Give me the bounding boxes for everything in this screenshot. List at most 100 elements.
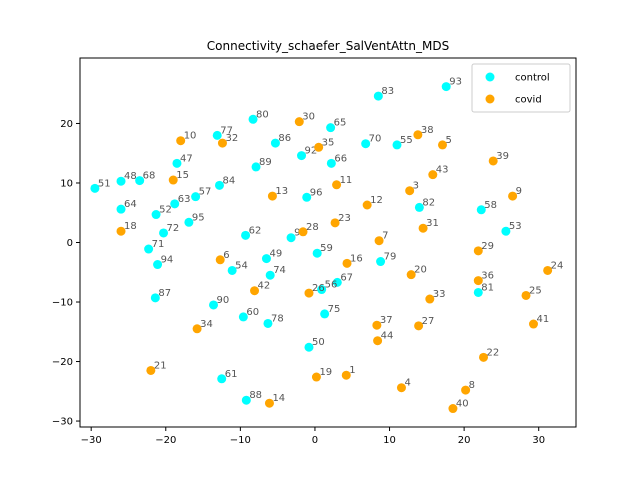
y-axis: −30 −20 −10 0 10 20	[52, 119, 80, 428]
data-point-label: 55	[400, 135, 413, 146]
data-point-control	[501, 226, 511, 236]
data-point-covid	[413, 130, 423, 140]
legend-label-control: control	[515, 73, 550, 84]
legend-marker-control	[485, 72, 495, 82]
data-point-label: 37	[380, 315, 393, 326]
data-point-control	[151, 210, 161, 220]
data-point-covid	[176, 136, 186, 146]
data-point-covid	[342, 258, 352, 268]
data-point-control	[116, 176, 126, 186]
data-point-covid	[330, 218, 340, 228]
data-point-covid	[488, 156, 498, 166]
data-point-covid	[448, 404, 458, 414]
data-point-label: 8	[469, 380, 475, 391]
data-point-covid	[217, 138, 227, 148]
data-point-covid	[215, 255, 225, 265]
data-point-label: 88	[249, 390, 262, 401]
data-point-label: 6	[223, 250, 229, 261]
data-point-label: 22	[487, 347, 500, 358]
data-point-covid	[314, 142, 324, 152]
data-point-control	[332, 277, 342, 287]
data-point-label: 60	[246, 307, 259, 318]
data-point-control	[184, 217, 194, 227]
data-point-label: 90	[217, 295, 230, 306]
data-point-label: 38	[421, 125, 434, 136]
legend: control covid	[471, 63, 571, 113]
data-point-label: 33	[433, 289, 446, 300]
data-point-covid	[414, 321, 424, 331]
data-point-control	[172, 158, 182, 168]
data-point-control	[317, 285, 327, 295]
data-point-covid	[168, 175, 178, 185]
data-point-control	[159, 228, 169, 238]
data-point-label: 63	[178, 194, 191, 205]
data-point-control	[297, 151, 307, 161]
data-point-covid	[146, 365, 156, 375]
data-point-label: 31	[426, 218, 439, 229]
data-point-covid	[543, 265, 553, 275]
data-point-label: 81	[481, 282, 494, 293]
data-point-label: 41	[536, 314, 549, 325]
data-point-control	[261, 254, 271, 264]
data-point-covid	[508, 191, 518, 201]
data-point-label: 3	[413, 181, 419, 192]
data-point-label: 5	[445, 135, 451, 146]
data-point-label: 40	[456, 399, 469, 410]
data-point-control	[241, 230, 251, 240]
data-point-covid	[311, 372, 321, 382]
x-tick-label: 30	[532, 435, 545, 446]
data-point-control	[90, 183, 100, 193]
data-point-label: 94	[161, 255, 174, 266]
data-point-label: 64	[124, 199, 137, 210]
data-point-label: 35	[322, 137, 335, 148]
data-point-control	[214, 180, 224, 190]
data-point-label: 58	[484, 200, 497, 211]
data-point-control	[392, 140, 402, 150]
data-point-control	[116, 204, 126, 214]
data-point-control	[304, 342, 314, 352]
data-point-control	[373, 91, 383, 101]
data-point-covid	[396, 383, 406, 393]
data-point-covid	[428, 170, 438, 180]
data-point-label: 4	[404, 378, 410, 389]
data-point-control	[135, 176, 145, 186]
data-point-control	[153, 260, 163, 270]
data-point-label: 53	[509, 221, 522, 232]
data-point-label: 14	[272, 393, 285, 404]
data-point-covid	[267, 191, 277, 201]
data-point-covid	[473, 276, 483, 286]
data-point-label: 28	[306, 222, 319, 233]
data-point-covid	[250, 286, 260, 296]
x-axis: −30 −20 −10 0 10 20 30	[81, 427, 545, 446]
data-point-control	[212, 130, 222, 140]
data-point-label: 16	[350, 253, 363, 264]
data-point-covid	[461, 385, 471, 395]
data-point-label: 51	[98, 178, 111, 189]
data-point-label: 65	[334, 118, 347, 129]
data-point-control	[144, 244, 154, 254]
data-point-control	[326, 158, 336, 168]
data-point-covid	[418, 223, 428, 233]
legend-frame	[471, 63, 571, 113]
data-point-label: 13	[275, 186, 288, 197]
data-point-label: 15	[176, 170, 189, 181]
data-point-label: 87	[158, 288, 171, 299]
data-point-label: 82	[422, 197, 435, 208]
data-point-label: 67	[340, 272, 353, 283]
data-point-control	[270, 138, 280, 148]
data-point-control	[191, 192, 201, 202]
data-point-label: 24	[551, 260, 564, 271]
data-point-label: 93	[449, 77, 462, 88]
data-point-label: 86	[278, 133, 291, 144]
data-point-covid	[372, 320, 382, 330]
data-point-covid	[479, 352, 489, 362]
data-point-label: 71	[152, 239, 165, 250]
data-point-control	[376, 257, 386, 267]
data-point-control	[170, 199, 180, 209]
data-point-covid	[521, 290, 531, 300]
data-point-label: 72	[167, 223, 180, 234]
y-tick-label: 0	[67, 238, 73, 249]
data-point-label: 70	[369, 134, 382, 145]
